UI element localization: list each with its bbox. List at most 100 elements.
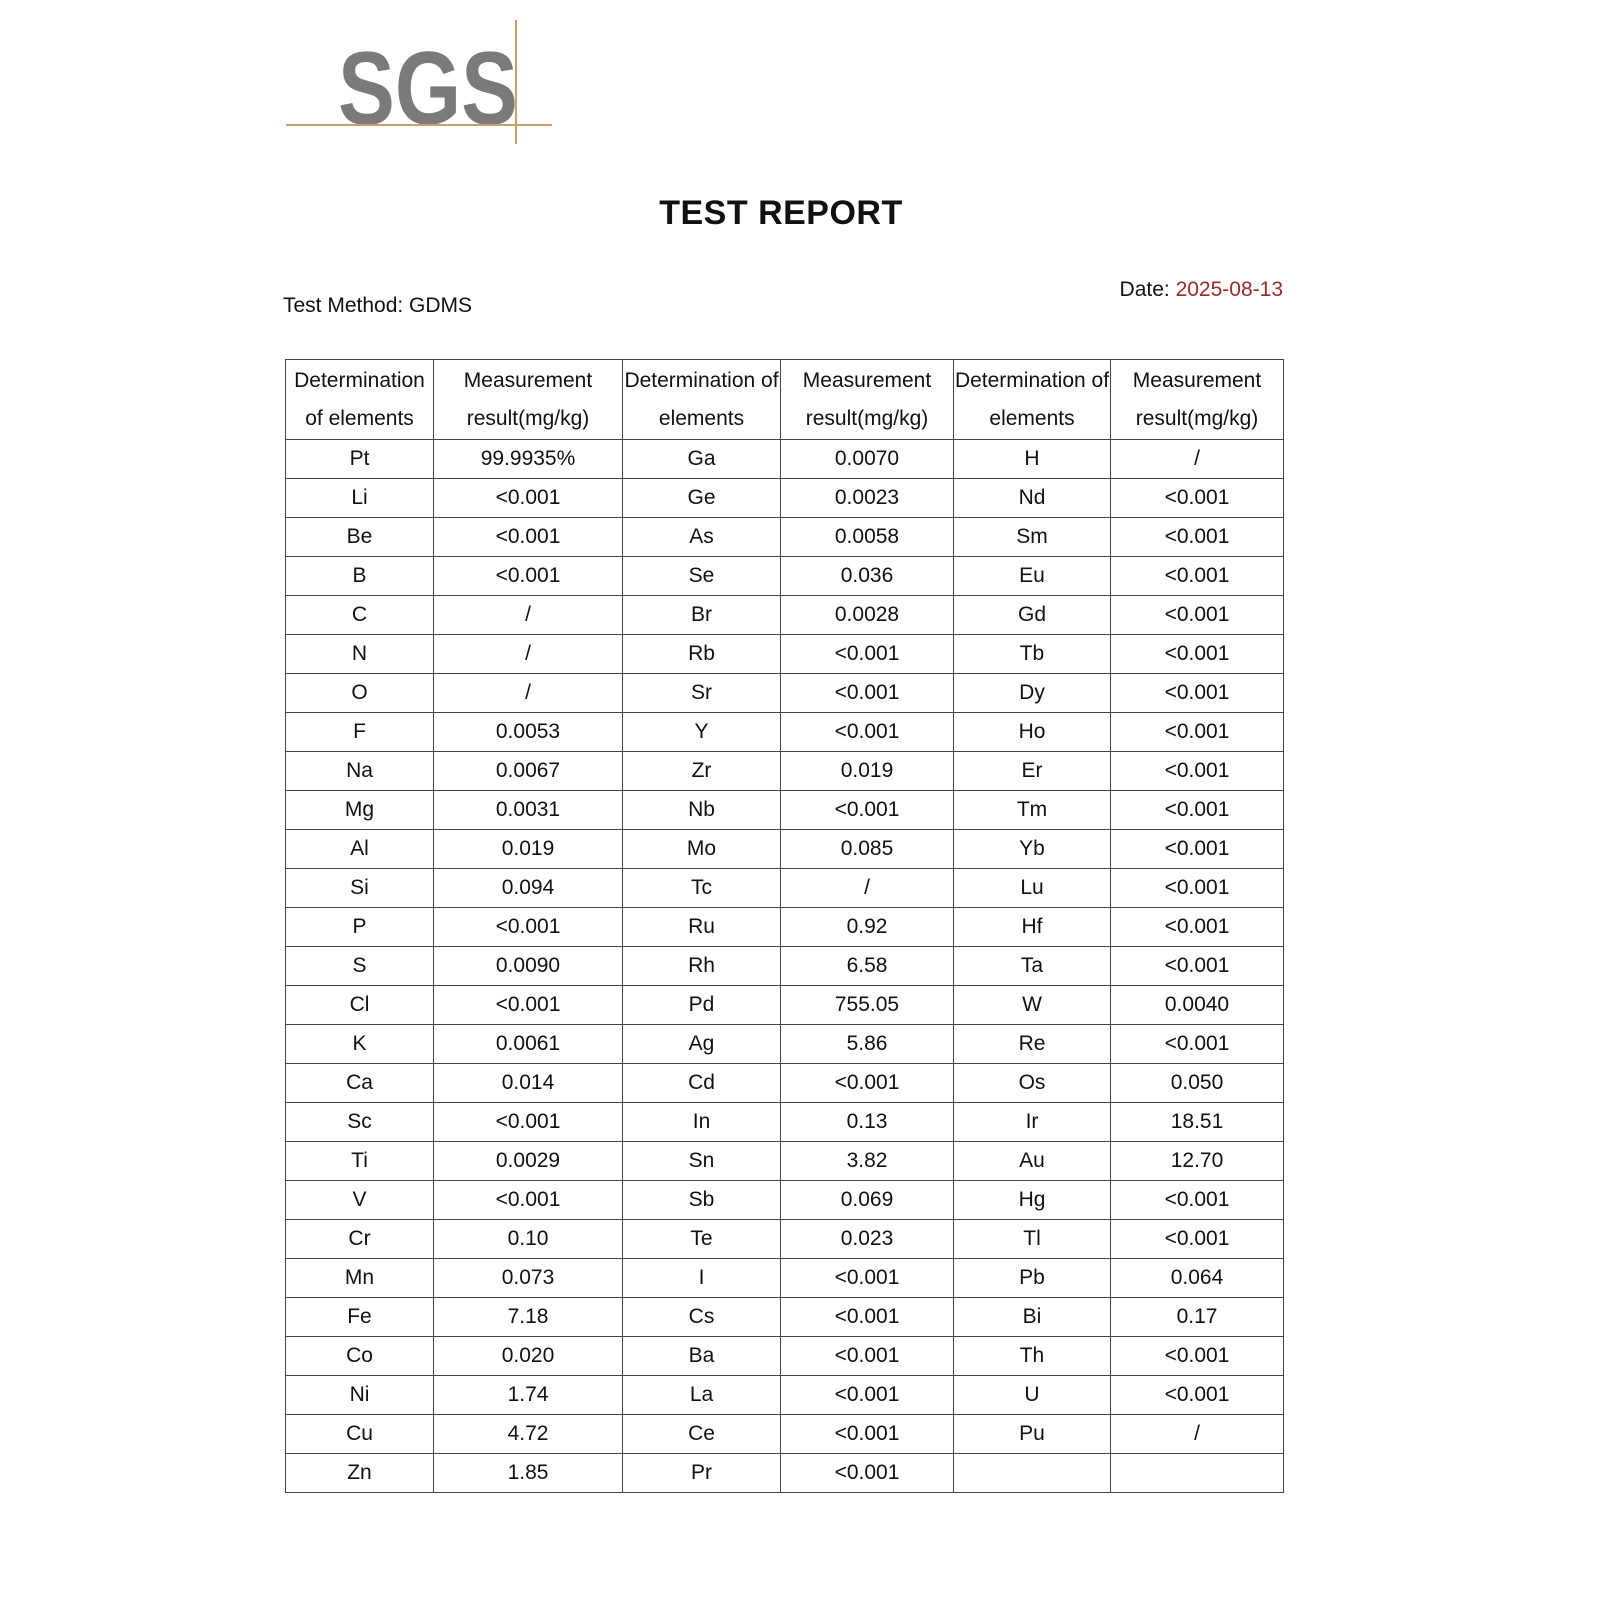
result-cell: 0.036 (780, 556, 954, 596)
result-cell: 0.0058 (780, 517, 954, 557)
result-cell: 0.10 (433, 1219, 623, 1259)
element-cell: Ho (953, 712, 1111, 752)
header-result: Measurement result(mg/kg) (433, 359, 623, 440)
result-cell: / (1110, 1414, 1284, 1454)
sgs-logo: SGS (286, 20, 552, 147)
element-cell: Ca (285, 1063, 434, 1103)
element-cell: Mn (285, 1258, 434, 1298)
header-result: Measurement result(mg/kg) (780, 359, 954, 440)
table-row: Cl <0.001 Pd 755.05 W 0.0040 (285, 985, 1284, 1025)
result-cell: <0.001 (1110, 868, 1284, 908)
result-cell: / (780, 868, 954, 908)
element-cell: Na (285, 751, 434, 791)
element-cell: Co (285, 1336, 434, 1376)
result-cell: <0.001 (780, 790, 954, 830)
result-cell: <0.001 (1110, 634, 1284, 674)
result-cell: <0.001 (1110, 790, 1284, 830)
header-row: Determination of elements Measurement res… (285, 359, 1284, 440)
element-cell: Zn (285, 1453, 434, 1493)
element-cell: U (953, 1375, 1111, 1415)
result-cell: <0.001 (780, 1453, 954, 1493)
element-cell: Ce (622, 1414, 781, 1454)
result-cell: / (1110, 439, 1284, 479)
element-cell: W (953, 985, 1111, 1025)
element-cell: Er (953, 751, 1111, 791)
result-cell: <0.001 (780, 712, 954, 752)
result-cell: <0.001 (1110, 478, 1284, 518)
result-cell: <0.001 (1110, 946, 1284, 986)
result-cell: 0.064 (1110, 1258, 1284, 1298)
element-cell: Ru (622, 907, 781, 947)
element-cell: Se (622, 556, 781, 596)
table-row: Ni 1.74 La <0.001 U <0.001 (285, 1375, 1284, 1415)
element-cell: Eu (953, 556, 1111, 596)
element-cell: Sc (285, 1102, 434, 1142)
result-cell: 0.0067 (433, 751, 623, 791)
element-cell: Cs (622, 1297, 781, 1337)
result-cell: 0.0053 (433, 712, 623, 752)
element-cell: Yb (953, 829, 1111, 869)
table-row: Li <0.001 Ge 0.0023 Nd <0.001 (285, 478, 1284, 518)
result-cell: 5.86 (780, 1024, 954, 1064)
header-result: Measurement result(mg/kg) (1110, 359, 1284, 440)
table-row: N / Rb <0.001 Tb <0.001 (285, 634, 1284, 674)
result-cell: <0.001 (433, 478, 623, 518)
result-cell: 0.023 (780, 1219, 954, 1259)
element-cell: Sr (622, 673, 781, 713)
element-cell: Al (285, 829, 434, 869)
element-cell: Cd (622, 1063, 781, 1103)
result-cell: / (433, 673, 623, 713)
element-cell: Ti (285, 1141, 434, 1181)
element-cell: Be (285, 517, 434, 557)
header-element: Determination of elements (285, 359, 434, 440)
table-row: Si 0.094 Tc / Lu <0.001 (285, 868, 1284, 908)
result-cell: <0.001 (1110, 751, 1284, 791)
table-row: Zn 1.85 Pr <0.001 (285, 1453, 1284, 1493)
element-cell: Ge (622, 478, 781, 518)
table-row: Co 0.020 Ba <0.001 Th <0.001 (285, 1336, 1284, 1376)
date-value: 2025-08-13 (1175, 278, 1283, 301)
table-row: Ti 0.0029 Sn 3.82 Au 12.70 (285, 1141, 1284, 1181)
element-cell: Th (953, 1336, 1111, 1376)
element-cell: Gd (953, 595, 1111, 635)
results-table: Determination of elements Measurement res… (285, 359, 1284, 1493)
table-row: Mg 0.0031 Nb <0.001 Tm <0.001 (285, 790, 1284, 830)
result-cell: <0.001 (1110, 907, 1284, 947)
result-cell: <0.001 (780, 1336, 954, 1376)
element-cell: Si (285, 868, 434, 908)
table-row: Sc <0.001 In 0.13 Ir 18.51 (285, 1102, 1284, 1142)
element-cell: Ir (953, 1102, 1111, 1142)
table-row: Al 0.019 Mo 0.085 Yb <0.001 (285, 829, 1284, 869)
element-cell: Pb (953, 1258, 1111, 1298)
result-cell: <0.001 (1110, 712, 1284, 752)
element-cell: Pd (622, 985, 781, 1025)
result-cell: <0.001 (1110, 829, 1284, 869)
result-cell: 0.050 (1110, 1063, 1284, 1103)
result-cell: <0.001 (433, 556, 623, 596)
table-row: Cr 0.10 Te 0.023 Tl <0.001 (285, 1219, 1284, 1259)
element-cell: F (285, 712, 434, 752)
element-cell: Tm (953, 790, 1111, 830)
result-cell: 0.0061 (433, 1024, 623, 1064)
result-cell: 0.0023 (780, 478, 954, 518)
table-row: Cu 4.72 Ce <0.001 Pu / (285, 1414, 1284, 1454)
element-cell: Pr (622, 1453, 781, 1493)
element-cell: C (285, 595, 434, 635)
result-cell: 0.0090 (433, 946, 623, 986)
result-cell: <0.001 (780, 1258, 954, 1298)
table-row: F 0.0053 Y <0.001 Ho <0.001 (285, 712, 1284, 752)
result-cell: <0.001 (1110, 673, 1284, 713)
element-cell: Os (953, 1063, 1111, 1103)
result-cell: <0.001 (1110, 1375, 1284, 1415)
result-cell: 0.0040 (1110, 985, 1284, 1025)
result-cell: 1.85 (433, 1453, 623, 1493)
element-cell: Nb (622, 790, 781, 830)
element-cell: Tl (953, 1219, 1111, 1259)
element-cell: Mg (285, 790, 434, 830)
result-cell: <0.001 (433, 1180, 623, 1220)
element-cell: N (285, 634, 434, 674)
element-cell: Ba (622, 1336, 781, 1376)
result-cell (1110, 1453, 1284, 1493)
element-cell: Zr (622, 751, 781, 791)
result-cell: 755.05 (780, 985, 954, 1025)
